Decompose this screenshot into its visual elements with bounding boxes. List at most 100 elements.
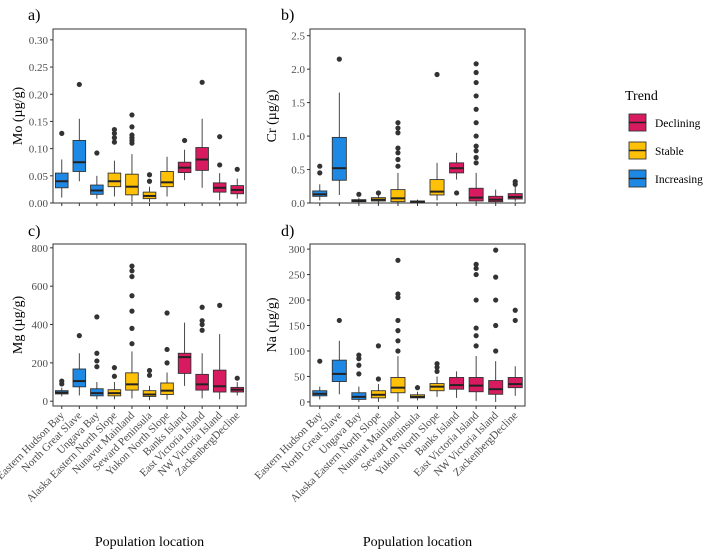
y-axis-title: Mg (µg/g) <box>11 296 26 355</box>
y-tick-label: 1.0 <box>291 131 305 143</box>
box-9 <box>468 61 484 203</box>
y-tick-label: 2.5 <box>291 31 305 43</box>
box-iqr <box>468 377 484 393</box>
box-iqr <box>507 377 523 389</box>
outlier-point <box>164 310 170 316</box>
outlier-point <box>94 358 100 364</box>
box-iqr <box>177 352 192 374</box>
box-7 <box>429 71 445 201</box>
y-tick-label: 0 <box>43 396 49 408</box>
outlier-point <box>395 328 401 334</box>
box-iqr <box>72 140 87 172</box>
y-tick-label: 150 <box>289 321 306 333</box>
outlier-point <box>129 132 135 138</box>
box-10 <box>212 302 227 400</box>
y-axis-title: Na (µg/g) <box>265 297 280 352</box>
box-iqr <box>390 189 406 203</box>
outlier-point <box>234 166 240 172</box>
outlier-point <box>199 79 205 85</box>
outlier-point <box>473 154 479 161</box>
outlier-point <box>199 327 205 333</box>
y-tick-label: 0.00 <box>29 198 49 210</box>
outlier-point <box>356 191 362 197</box>
outlier-point <box>336 317 342 324</box>
box-1 <box>312 163 328 201</box>
outlier-point <box>111 130 118 136</box>
outlier-point <box>356 356 362 362</box>
legend-label: Declining <box>655 118 701 130</box>
box-iqr <box>72 368 87 388</box>
box-11 <box>507 307 523 396</box>
legend-title: Trend <box>625 89 658 104</box>
outlier-point <box>129 325 135 331</box>
outlier-point <box>375 343 382 349</box>
outlier-point <box>217 302 223 308</box>
panel-a: 0.00 0.05 0.10 0.15 0.20 0.25 0.30 a) Mo (µg/g) <box>11 7 247 210</box>
outlier-point <box>473 93 479 99</box>
outlier-point <box>473 133 479 139</box>
panel-b: 0.0 0.5 1.0 1.5 2.0 2.5 b) Cr (µg/g) <box>265 7 526 210</box>
outlier-point <box>512 307 518 313</box>
box-11 <box>230 375 244 396</box>
box-8 <box>177 322 192 386</box>
outlier-point <box>111 135 118 141</box>
outlier-point <box>59 130 65 136</box>
outlier-point <box>395 125 401 131</box>
panel-label: a) <box>28 7 40 24</box>
outlier-point <box>473 79 479 86</box>
y-tick-label: 0.30 <box>29 35 49 47</box>
outlier-point <box>234 375 240 381</box>
outlier-point <box>129 112 135 118</box>
box-iqr <box>212 369 227 393</box>
y-tick-label: 0.20 <box>29 89 49 101</box>
outlier-point <box>129 268 135 274</box>
outlier-point <box>434 361 440 367</box>
y-tick-label: 0.25 <box>29 62 49 74</box>
box-1 <box>55 378 69 397</box>
outlier-point <box>317 163 323 169</box>
box-6 <box>142 367 157 401</box>
outlier-point <box>356 352 362 358</box>
legend-item-stable: Stable <box>628 141 684 160</box>
box-1 <box>55 130 69 198</box>
outlier-point <box>356 371 362 377</box>
box-iqr <box>449 377 465 390</box>
outlier-point <box>473 297 479 303</box>
outlier-point <box>493 322 499 329</box>
box-4 <box>107 126 122 197</box>
box-10 <box>488 189 504 203</box>
outlier-point <box>395 338 401 344</box>
outlier-point <box>111 365 118 371</box>
outlier-point <box>473 333 479 339</box>
box-7 <box>429 361 445 397</box>
outlier-point <box>317 358 323 364</box>
box-4 <box>370 343 386 402</box>
outlier-point <box>217 162 223 168</box>
y-tick-label: 100 <box>289 346 306 358</box>
outlier-point <box>395 348 401 354</box>
box-5 <box>390 257 406 402</box>
outlier-point <box>473 106 479 112</box>
box-iqr <box>488 380 504 395</box>
outlier-point <box>473 143 479 149</box>
y-tick-label: 1.5 <box>291 98 305 110</box>
box-iqr <box>160 382 174 395</box>
outlier-point <box>94 314 100 320</box>
outlier-point <box>473 343 479 349</box>
outlier-point <box>129 308 135 314</box>
box-2 <box>72 81 87 182</box>
y-tick-label: 2.0 <box>291 64 305 76</box>
outlier-point <box>199 318 205 324</box>
outlier-point <box>336 56 342 62</box>
outlier-point <box>317 170 323 176</box>
box-9 <box>468 261 484 401</box>
outlier-point <box>76 333 82 339</box>
outlier-point <box>94 350 100 356</box>
y-tick-label: 600 <box>32 281 49 293</box>
box-3 <box>351 191 367 203</box>
box-7 <box>160 310 174 400</box>
box-8 <box>449 152 465 196</box>
box-7 <box>160 156 174 197</box>
